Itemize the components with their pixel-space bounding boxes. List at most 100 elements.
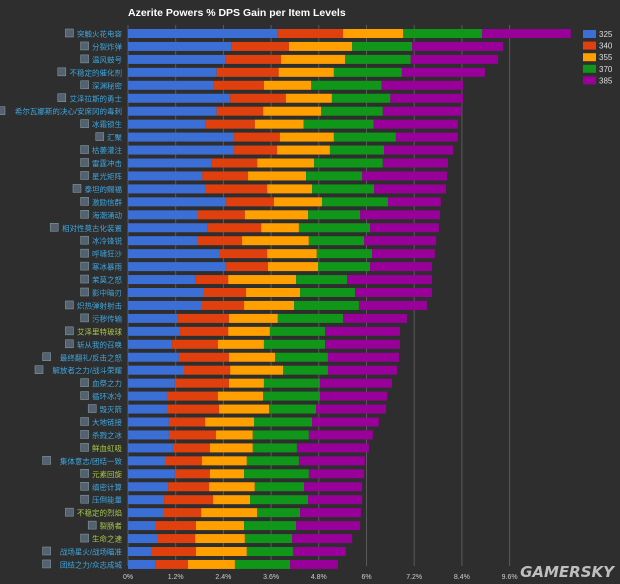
bar-segment-385 bbox=[304, 482, 363, 492]
category-label: 雷霆冲击 bbox=[92, 158, 122, 168]
bar-segment-355 bbox=[188, 559, 235, 569]
x-tick-label: 0% bbox=[123, 574, 133, 581]
bar-segment-325 bbox=[128, 80, 214, 90]
bar-segment-385 bbox=[374, 184, 446, 194]
category-label: 茉莫之怒 bbox=[92, 275, 122, 285]
ability-icon bbox=[87, 404, 97, 413]
category-label: 压倒能量 bbox=[92, 495, 122, 505]
bar-segment-370 bbox=[246, 547, 293, 556]
ability-icon bbox=[65, 28, 74, 38]
bar-segment-385 bbox=[395, 132, 458, 142]
legend-label-355: 355 bbox=[599, 53, 613, 62]
bar-segment-340 bbox=[184, 365, 231, 375]
category-label: 污秽传输 bbox=[92, 313, 122, 323]
x-axis-ticks: 0% 1.2% 2.4% 3.6% 4.8% 6% 7.2% 8.4% 9.6% bbox=[123, 574, 518, 581]
bar-segment-385 bbox=[308, 469, 365, 479]
bar-segment-325 bbox=[128, 197, 227, 207]
ability-icon bbox=[42, 456, 51, 465]
bar-segment-340 bbox=[162, 508, 202, 518]
bar-segment-340 bbox=[213, 80, 264, 90]
bar-segment-355 bbox=[273, 197, 322, 207]
bar-segment-340 bbox=[164, 495, 214, 505]
bar-segment-370 bbox=[244, 469, 309, 479]
category-label: 寒冰暴雨 bbox=[92, 262, 122, 272]
bar-segment-385 bbox=[296, 443, 369, 453]
ability-icon bbox=[80, 313, 89, 323]
bar-segment-340 bbox=[178, 352, 229, 362]
bar-segment-370 bbox=[275, 352, 328, 362]
bar-segment-325 bbox=[128, 300, 202, 310]
category-label: 冰霜锁生 bbox=[92, 119, 122, 129]
bar-segment-340 bbox=[166, 391, 218, 401]
bar-segment-370 bbox=[252, 443, 297, 453]
bar-segment-340 bbox=[231, 41, 289, 51]
bar-segment-325 bbox=[128, 132, 235, 142]
category-label: 血祭之力 bbox=[92, 378, 122, 388]
ability-icon bbox=[80, 197, 89, 206]
bar-segment-370 bbox=[333, 67, 402, 77]
ability-icon bbox=[80, 378, 89, 387]
bar-segment-385 bbox=[382, 158, 448, 168]
ability-icon bbox=[57, 67, 67, 77]
bar-segment-385 bbox=[370, 223, 439, 233]
bar-segment-340 bbox=[178, 313, 229, 323]
bar-segment-370 bbox=[283, 365, 328, 375]
bar-segment-340 bbox=[168, 482, 210, 492]
bar-segment-325 bbox=[128, 391, 167, 401]
bar-segment-385 bbox=[370, 262, 433, 272]
bar-segment-385 bbox=[372, 249, 435, 259]
bar-segment-355 bbox=[246, 288, 301, 297]
bar-segment-370 bbox=[298, 223, 371, 233]
category-label: 激励信群 bbox=[92, 197, 122, 207]
category-label: 相对性莫古化装置 bbox=[62, 223, 122, 233]
bar-segment-385 bbox=[390, 93, 464, 103]
bar-segment-325 bbox=[128, 430, 169, 440]
bar-segment-325 bbox=[128, 508, 163, 518]
category-label: 希尔瓦娜斯的决心/安席冈的毒刺 bbox=[15, 106, 122, 116]
bar-segment-340 bbox=[155, 521, 196, 531]
ability-icon bbox=[80, 158, 89, 167]
bar-segment-355 bbox=[219, 404, 270, 414]
bar-segment-370 bbox=[254, 417, 313, 427]
legend-swatch-325 bbox=[583, 30, 596, 38]
bar-segment-325 bbox=[128, 262, 227, 272]
bar-segment-325 bbox=[128, 456, 165, 466]
legend-label-340: 340 bbox=[599, 42, 613, 51]
bar-segment-355 bbox=[254, 119, 304, 129]
bar-segment-385 bbox=[300, 508, 361, 518]
bar-segment-340 bbox=[151, 547, 196, 556]
category-label: 战场星火/战场瞄准 bbox=[60, 547, 123, 557]
bar-segment-385 bbox=[290, 559, 338, 569]
legend-swatch-340 bbox=[583, 41, 596, 50]
ability-icon bbox=[80, 274, 89, 284]
category-label: 艾泽拉斯的勇士 bbox=[70, 93, 123, 103]
category-label: 分裂炸弹 bbox=[92, 41, 122, 51]
bar-segment-385 bbox=[325, 326, 400, 336]
ability-icon bbox=[80, 261, 89, 271]
x-tick-label: 8.4% bbox=[454, 574, 470, 581]
bar-segment-325 bbox=[128, 469, 175, 479]
category-label: 大地链接 bbox=[92, 417, 122, 427]
bar-segment-325 bbox=[128, 288, 204, 297]
bar-segment-370 bbox=[333, 132, 396, 142]
ability-icon bbox=[80, 443, 89, 452]
ability-icon bbox=[72, 184, 82, 193]
bar-segment-340 bbox=[226, 262, 268, 272]
bar-segment-385 bbox=[387, 197, 441, 207]
bar-segment-340 bbox=[201, 300, 245, 310]
ability-icon bbox=[80, 533, 89, 543]
category-label: 冰冷锋锐 bbox=[92, 236, 122, 246]
bar-segment-355 bbox=[228, 326, 270, 336]
bar-segment-325 bbox=[128, 547, 152, 556]
x-tick-label: 2.4% bbox=[215, 574, 231, 581]
bar-segment-385 bbox=[316, 404, 386, 414]
bar-segment-355 bbox=[217, 339, 264, 349]
category-label: 影中暗刃 bbox=[92, 288, 122, 298]
bar-segment-355 bbox=[228, 352, 276, 362]
bar-segment-340 bbox=[216, 67, 279, 77]
bar-segment-355 bbox=[244, 300, 295, 310]
bar-segment-370 bbox=[234, 559, 291, 569]
bar-segment-355 bbox=[288, 41, 353, 51]
category-label: 杀戮之冰 bbox=[92, 430, 122, 440]
bar-segment-325 bbox=[128, 313, 179, 323]
